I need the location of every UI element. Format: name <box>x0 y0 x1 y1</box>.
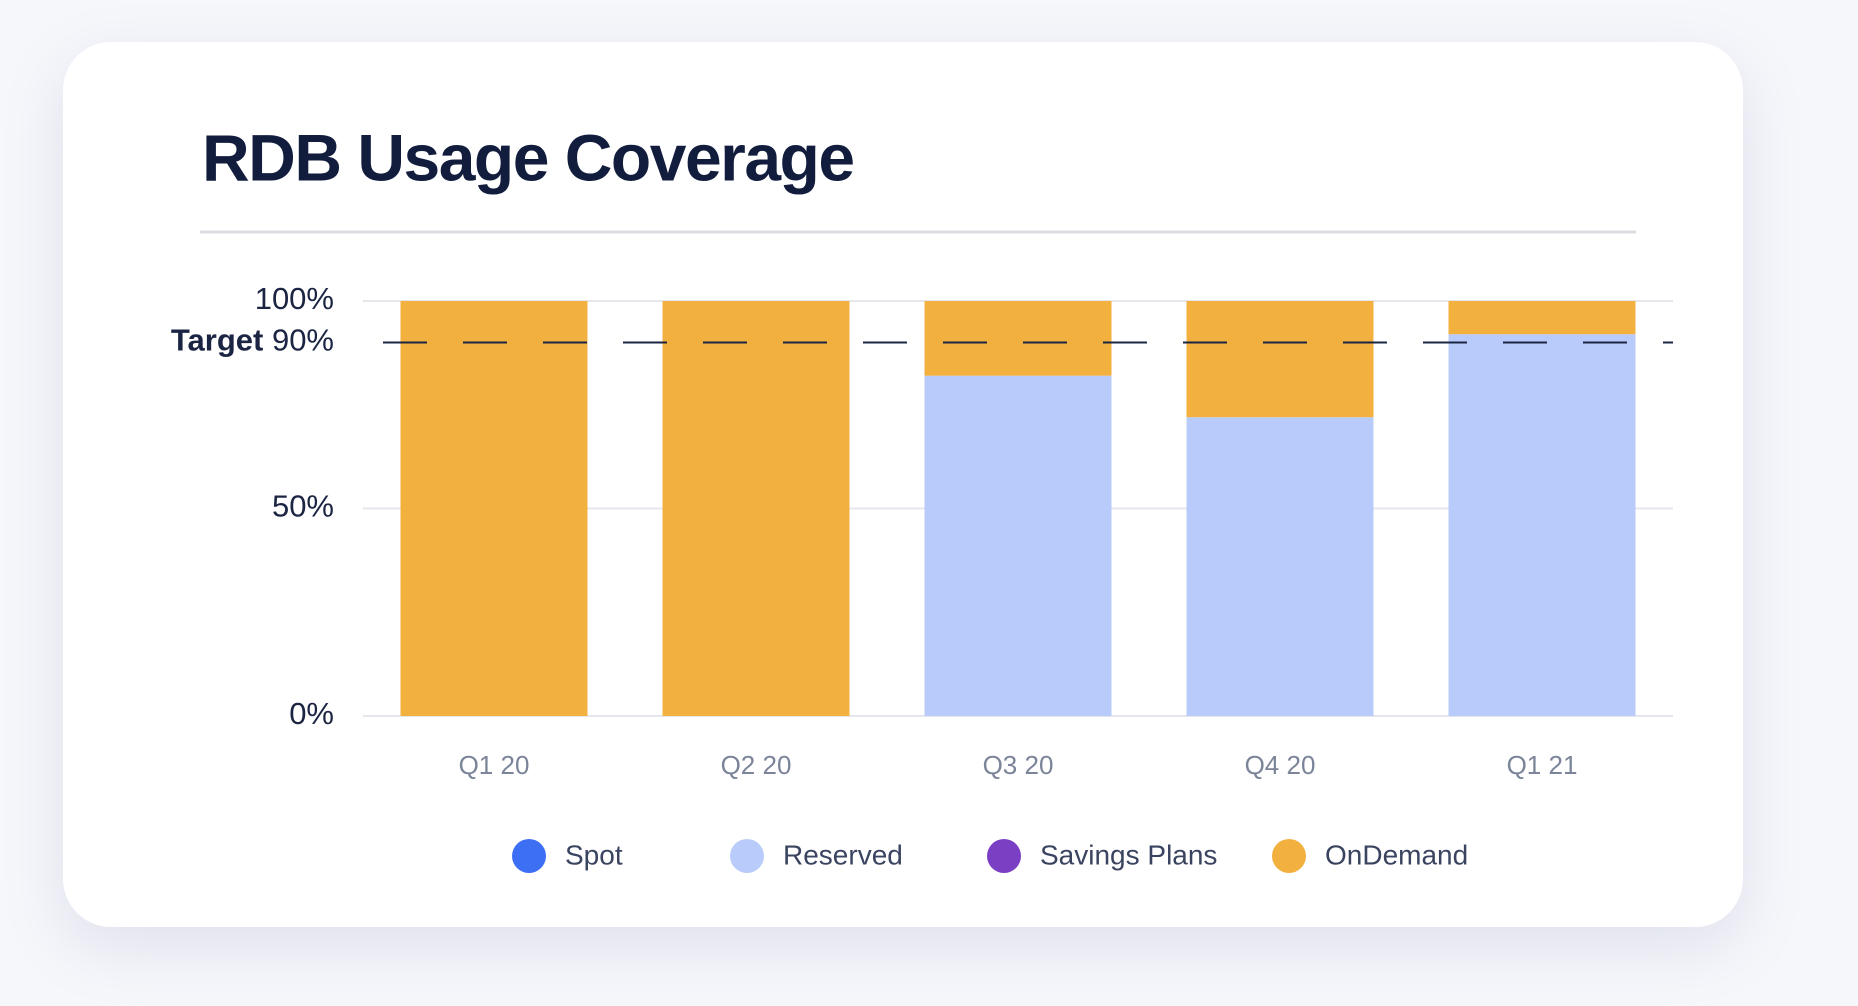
target-value: 90% <box>272 323 334 358</box>
y-tick-label: 50% <box>272 489 334 524</box>
x-tick-label: Q1 21 <box>1507 750 1578 780</box>
legend-swatch <box>512 839 546 873</box>
x-tick-label: Q2 20 <box>721 750 792 780</box>
bar-segment <box>1448 334 1636 716</box>
target-label: Target 90% <box>171 323 334 358</box>
legend-swatch <box>730 839 764 873</box>
legend-label: Savings Plans <box>1040 839 1217 870</box>
bar-segment <box>924 301 1112 376</box>
y-tick-label: 100% <box>255 281 334 316</box>
legend-label: Spot <box>565 839 623 870</box>
legend-swatch <box>1272 839 1306 873</box>
x-tick-label: Q4 20 <box>1245 750 1316 780</box>
bar-segment <box>1448 301 1636 335</box>
x-tick-label: Q3 20 <box>983 750 1054 780</box>
chart-title: RDB Usage Coverage <box>202 120 854 194</box>
legend-label: Reserved <box>783 839 903 870</box>
x-tick-label: Q1 20 <box>459 750 530 780</box>
bar-segment <box>924 375 1112 716</box>
bar-segment <box>662 301 850 716</box>
legend-swatch <box>987 839 1021 873</box>
bar-segment <box>1186 417 1374 716</box>
legend-label: OnDemand <box>1325 839 1468 870</box>
bar-segment <box>400 301 588 716</box>
y-tick-label: 0% <box>289 696 334 731</box>
bar-segment <box>1186 301 1374 418</box>
target-name: Target <box>171 323 263 358</box>
